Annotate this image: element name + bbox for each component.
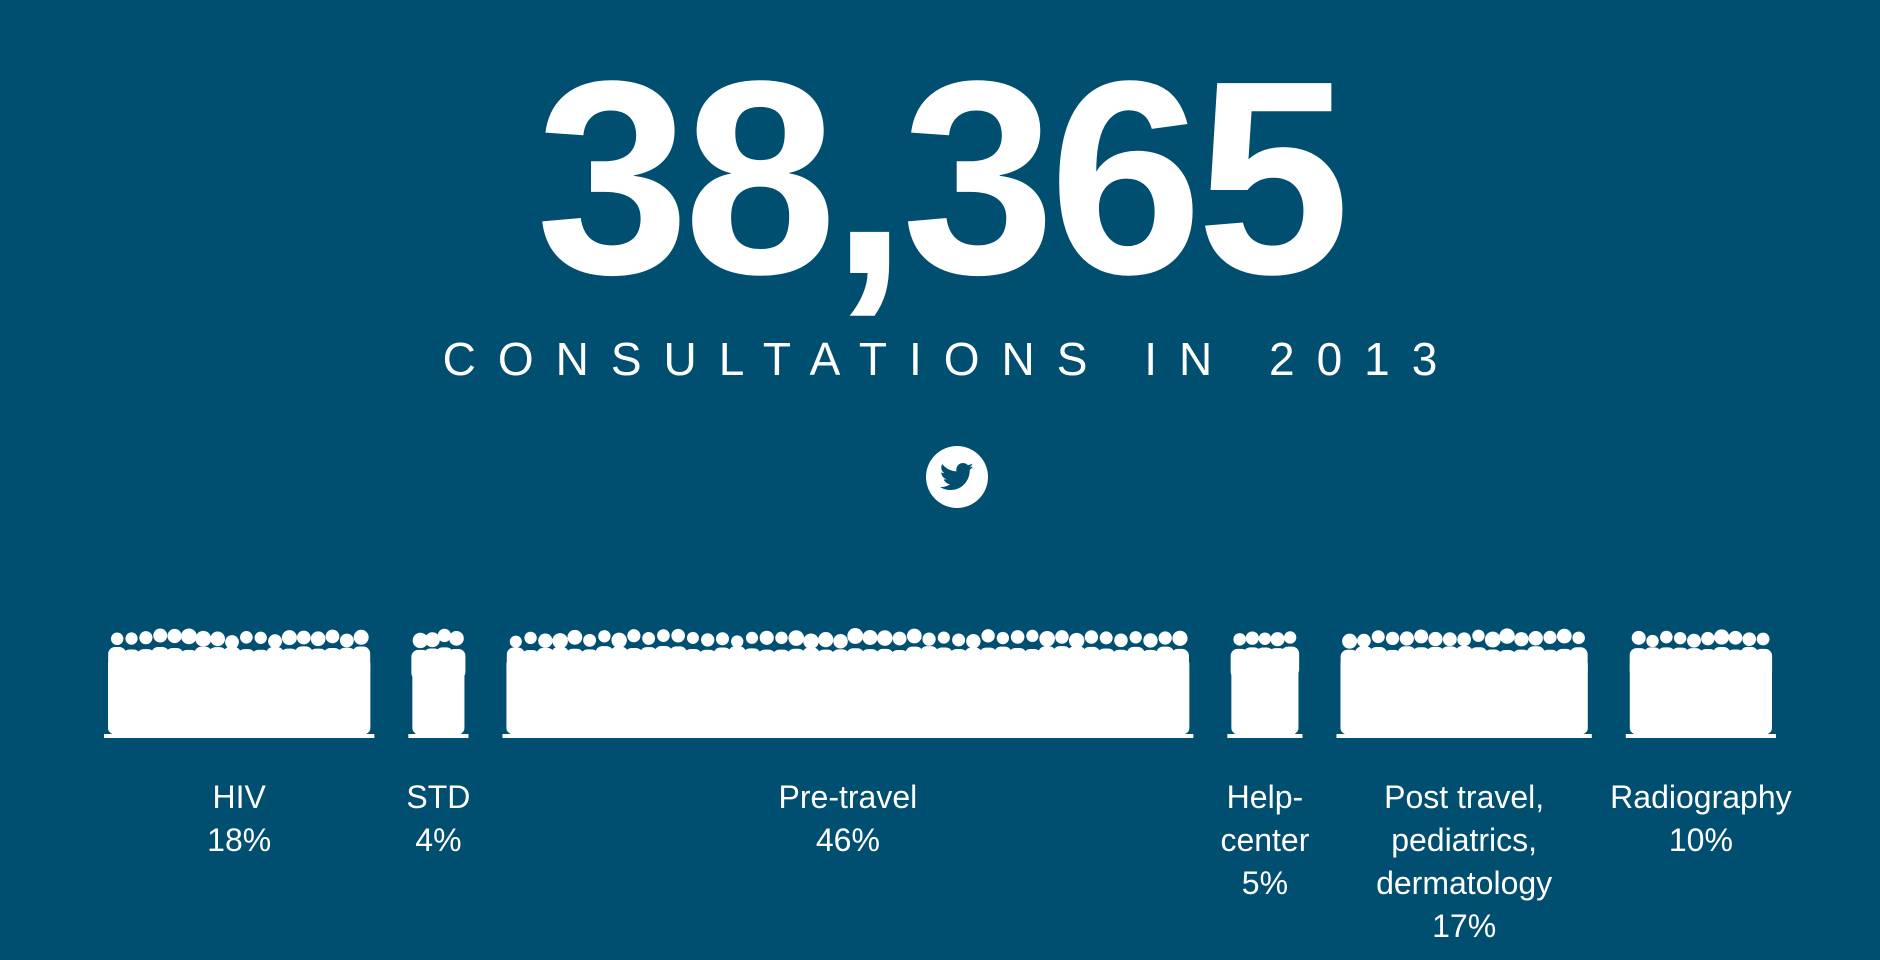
category-percent: 5% [1241, 865, 1289, 901]
consultations-subtitle: CONSULTATIONS IN 2013 [442, 333, 1460, 385]
category-percent: 17% [1432, 908, 1497, 944]
twitter-share-button[interactable] [926, 446, 988, 508]
twitter-icon [940, 462, 974, 491]
category-label: Radiography 10% [1601, 776, 1801, 862]
category-label: Post travel, pediatrics, dermatology 17% [1364, 776, 1564, 948]
category-percent: 46% [815, 822, 880, 858]
category-name: Help- [1226, 779, 1304, 815]
category-name: Pre-travel [778, 779, 918, 815]
category-name: dermatology [1376, 865, 1553, 901]
category-name: center [1220, 822, 1310, 858]
crowd-bar [104, 628, 375, 738]
category-percent: 18% [207, 822, 272, 858]
category-label: STD 4% [338, 776, 538, 862]
category-percent: 4% [415, 822, 462, 858]
category-label: Pre-travel 46% [748, 776, 948, 862]
category-name: pediatrics, [1391, 822, 1538, 858]
category-percent: 10% [1668, 822, 1733, 858]
crowd-bar [502, 628, 1194, 738]
total-consultations-number: 38,365 [535, 24, 1350, 332]
category-label: HIV 18% [139, 776, 339, 862]
category-name: Post travel, [1384, 779, 1545, 815]
crowd-bar [1625, 629, 1776, 738]
category-name: Radiography [1610, 779, 1792, 815]
crowd-chart [104, 628, 1776, 738]
crowd-bar [1336, 628, 1592, 738]
crowd-bar [408, 628, 469, 738]
category-name: HIV [212, 779, 266, 815]
category-name: STD [406, 779, 471, 815]
crowd-bar [1227, 631, 1303, 738]
category-label: Help-center 5% [1165, 776, 1365, 905]
